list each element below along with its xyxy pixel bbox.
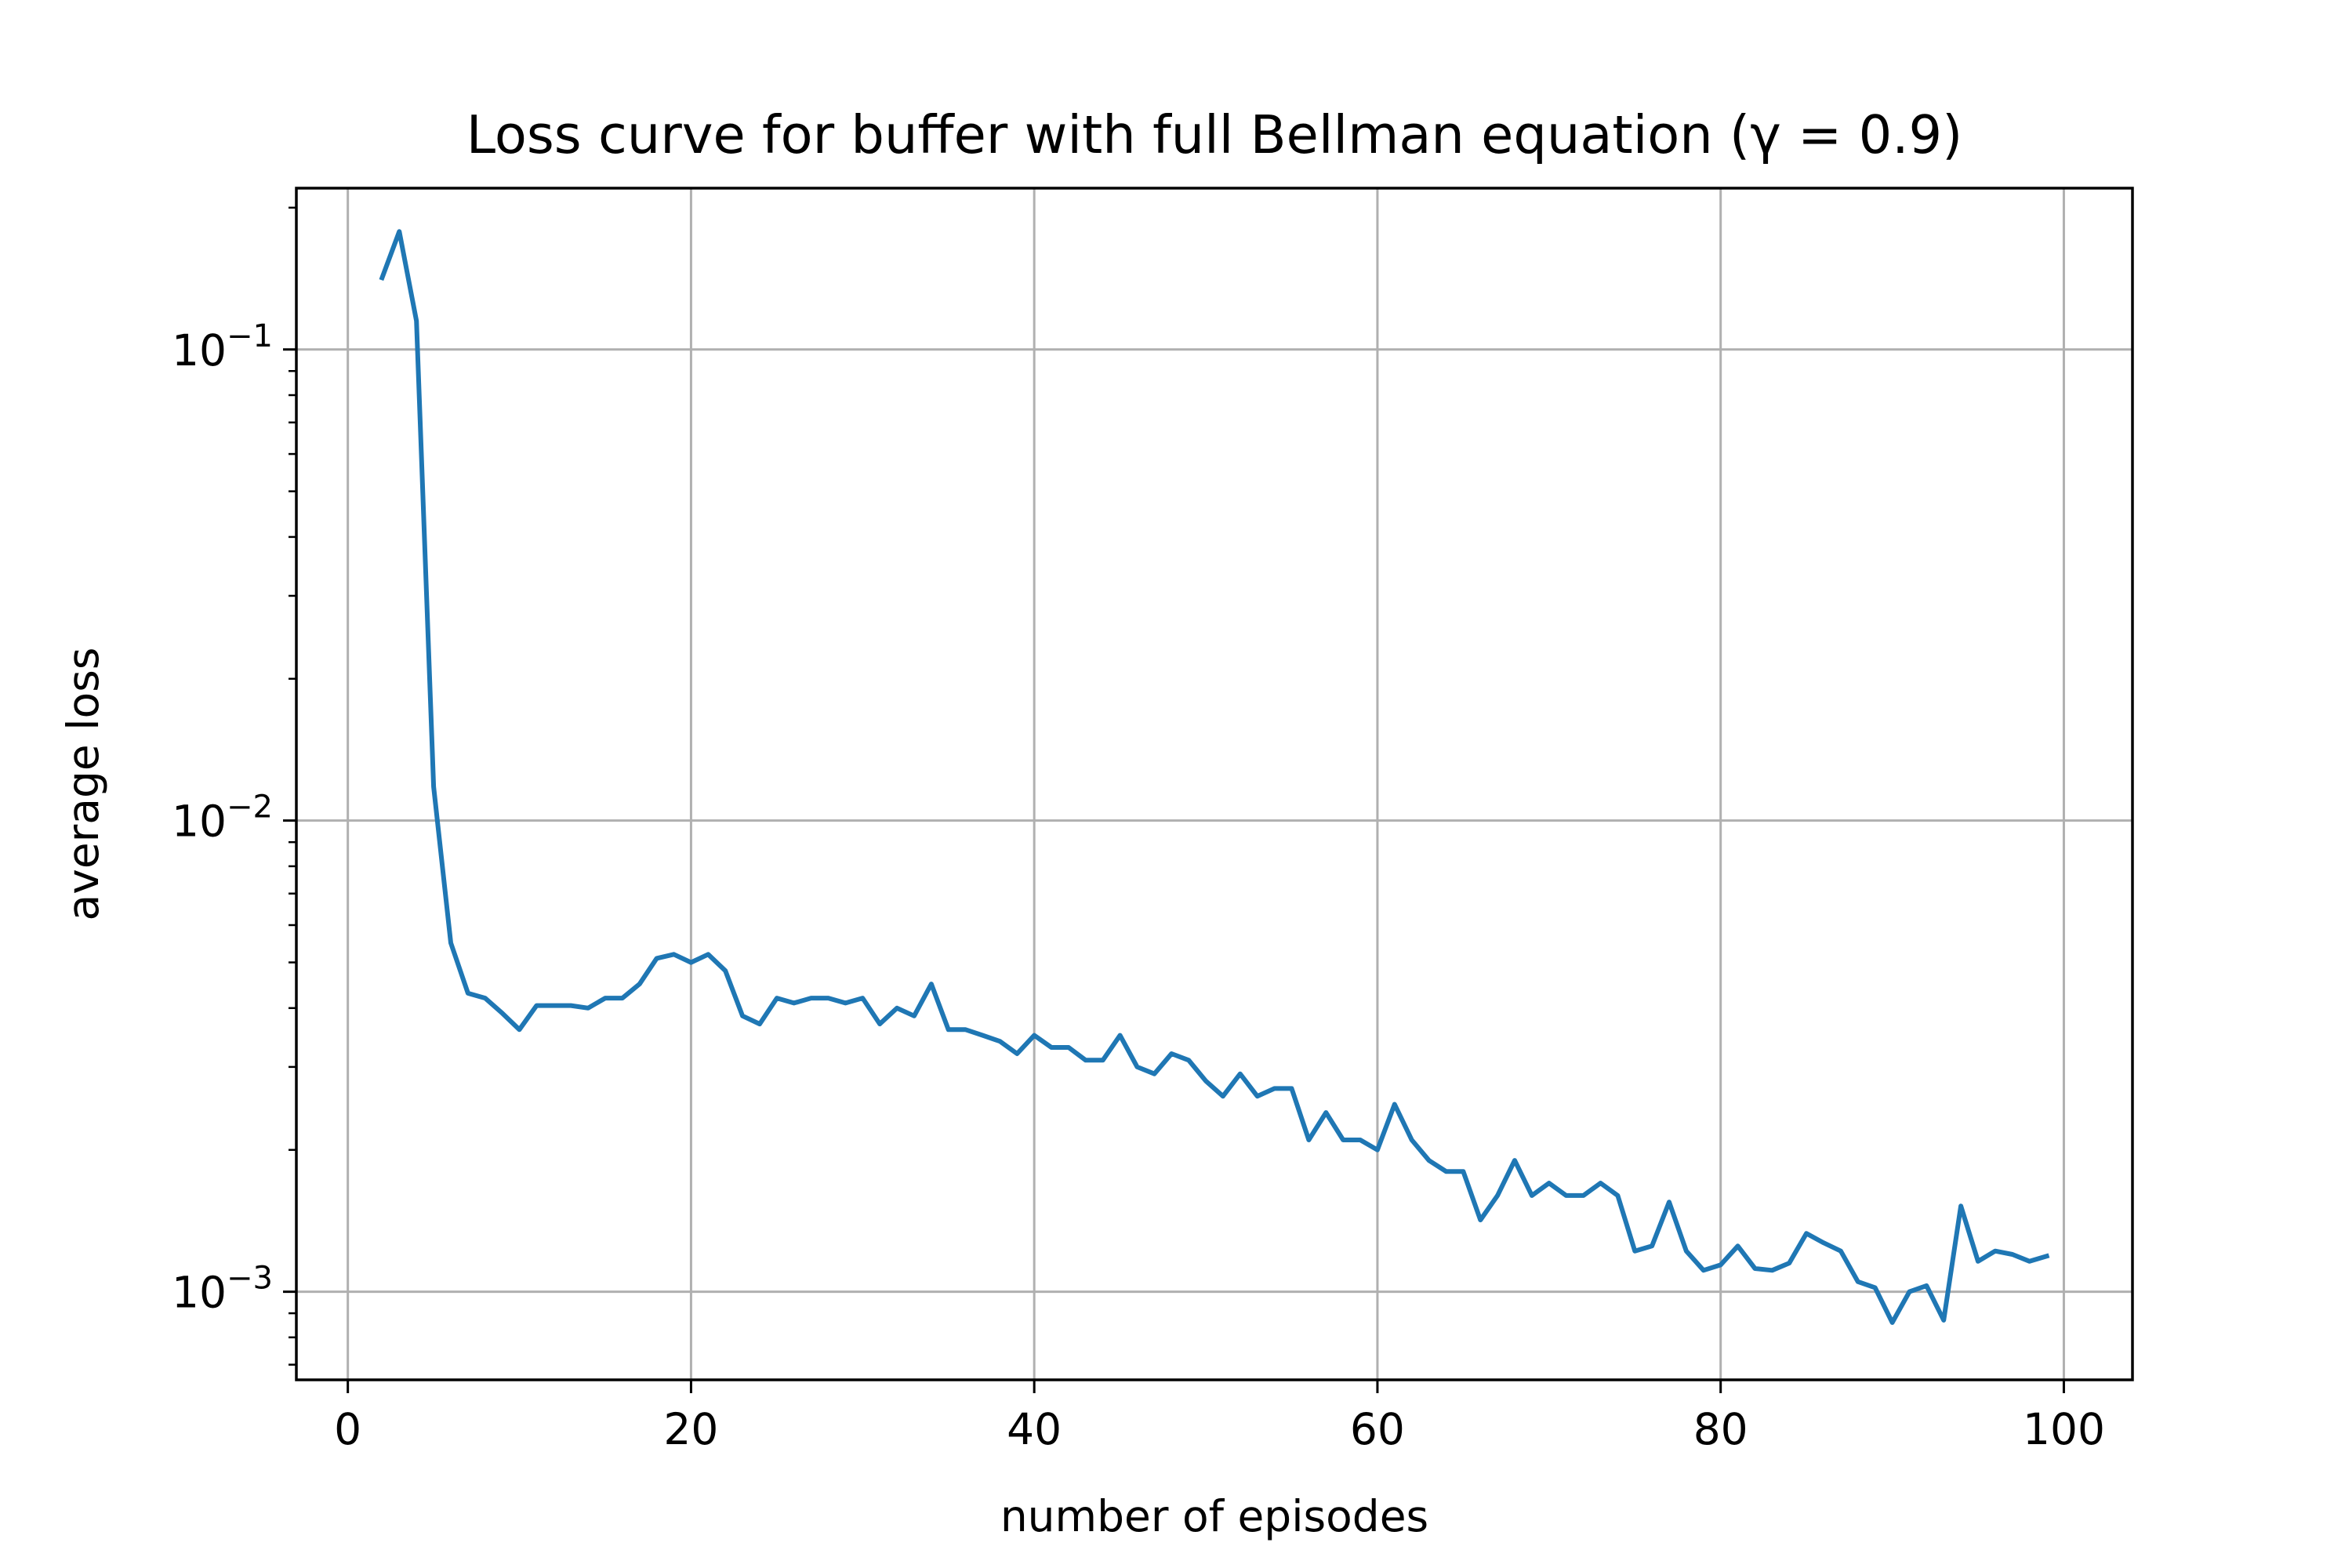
x-tick-label: 60	[1350, 1404, 1405, 1454]
x-tick-label: 20	[663, 1404, 718, 1454]
series-line	[379, 229, 2050, 1325]
grid	[296, 188, 2132, 1380]
y-tick-label-base: 10	[172, 325, 227, 376]
x-tick-label: 40	[1007, 1404, 1062, 1454]
x-tick-label: 100	[2023, 1404, 2105, 1454]
y-tick-label-exponent: −2	[227, 789, 273, 826]
axes-frame	[295, 187, 2134, 1381]
x-tick-label: 80	[1693, 1404, 1748, 1454]
chart-title: Loss curve for buffer with full Bellman …	[466, 104, 1963, 165]
y-tick-label-base: 10	[172, 797, 227, 847]
y-tick-label-base: 10	[172, 1268, 227, 1318]
y-tick-label-exponent: −3	[227, 1261, 273, 1297]
x-axis-label: number of episodes	[1000, 1491, 1428, 1541]
y-axis-label: average loss	[58, 648, 108, 921]
y-tick-label: 10−3	[172, 1261, 273, 1318]
y-tick-label: 10−2	[172, 789, 273, 847]
x-tick-label: 0	[334, 1404, 361, 1454]
y-tick-label-exponent: −1	[227, 318, 273, 354]
y-tick-label: 10−1	[172, 318, 273, 376]
series-layer	[379, 229, 2050, 1325]
